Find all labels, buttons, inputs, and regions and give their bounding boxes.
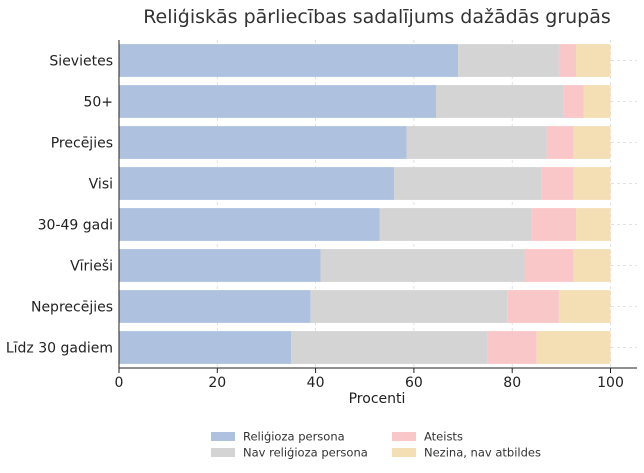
bars-layer bbox=[119, 44, 611, 364]
bar-segment bbox=[573, 249, 611, 282]
bar-segment bbox=[536, 331, 611, 364]
legend-label: Ateists bbox=[424, 430, 463, 444]
x-tick-label: 100 bbox=[597, 375, 624, 391]
bar-segment bbox=[576, 44, 611, 77]
bar-segment bbox=[310, 290, 508, 323]
bar-segment bbox=[119, 331, 292, 364]
bar-segment bbox=[119, 208, 380, 241]
category-label: Vīrieši bbox=[70, 259, 113, 275]
axes-layer bbox=[118, 40, 637, 373]
legend: Reliģioza persona Nav reliģioza persona At… bbox=[211, 430, 541, 460]
bar-segment bbox=[394, 167, 542, 200]
category-label: Sievietes bbox=[49, 54, 113, 70]
bar-segment bbox=[119, 290, 311, 323]
legend-label: Nezina, nav atbildes bbox=[424, 446, 541, 460]
bar-segment bbox=[583, 85, 611, 118]
legend-swatch bbox=[211, 448, 235, 457]
bar-segment bbox=[406, 126, 547, 159]
category-label: 50+ bbox=[83, 95, 113, 111]
x-tick-label: 80 bbox=[503, 375, 521, 391]
bar-segment bbox=[487, 331, 537, 364]
category-label: Visi bbox=[89, 177, 113, 193]
bar-segment bbox=[379, 208, 532, 241]
bar-segment bbox=[119, 44, 459, 77]
x-tick-label: 20 bbox=[208, 375, 226, 391]
category-label: Precējies bbox=[51, 136, 113, 152]
bar-segment bbox=[119, 167, 395, 200]
category-label: Līdz 30 gadiem bbox=[6, 341, 113, 357]
legend-swatch bbox=[392, 432, 416, 441]
chart-title: Reliģiskās pārliecības sadalījums dažādā… bbox=[143, 6, 611, 28]
bar-segment bbox=[573, 126, 611, 159]
bar-segment bbox=[458, 44, 559, 77]
x-tick-label: 0 bbox=[115, 375, 124, 391]
bar-segment bbox=[119, 85, 437, 118]
bar-segment bbox=[524, 249, 574, 282]
bar-segment bbox=[558, 44, 577, 77]
bar-segment bbox=[531, 208, 577, 241]
x-tick-labels: 0 20 40 60 80 100 bbox=[115, 375, 624, 391]
bar-segment bbox=[563, 85, 584, 118]
bar-segment bbox=[558, 290, 611, 323]
bar-segment bbox=[291, 331, 488, 364]
x-tick-label: 40 bbox=[307, 375, 325, 391]
bar-segment bbox=[119, 249, 321, 282]
category-labels: Sievietes 50+ Precējies Visi 30-49 gadi Vīrie… bbox=[6, 54, 113, 357]
legend-label: Reliģioza persona bbox=[243, 430, 345, 444]
bar-segment bbox=[573, 167, 611, 200]
x-axis-label: Procenti bbox=[349, 391, 406, 407]
bar-segment bbox=[507, 290, 559, 323]
bar-segment bbox=[119, 126, 407, 159]
legend-label: Nav reliģioza persona bbox=[243, 446, 368, 460]
bar-segment bbox=[320, 249, 525, 282]
bar-segment bbox=[541, 167, 574, 200]
bar-segment bbox=[576, 208, 611, 241]
bar-segment bbox=[436, 85, 564, 118]
bar-segment bbox=[546, 126, 574, 159]
x-tick-label: 60 bbox=[405, 375, 423, 391]
legend-swatch bbox=[211, 432, 235, 441]
category-label: Neprecējies bbox=[31, 300, 113, 316]
legend-swatch bbox=[392, 448, 416, 457]
category-label: 30-49 gadi bbox=[38, 218, 113, 234]
